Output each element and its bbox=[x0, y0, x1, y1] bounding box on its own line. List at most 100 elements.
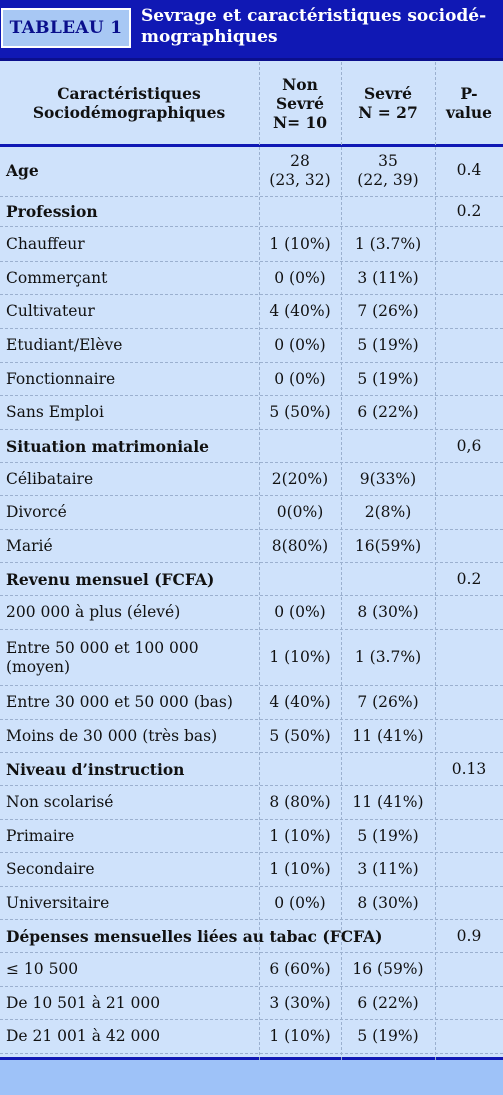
cell-non-sevre bbox=[260, 753, 340, 785]
table-section-row: Revenu mensuel (FCFA) 0.2 bbox=[0, 563, 503, 596]
table-row: De 10 501 à 21 000 3 (30%) 6 (22%) bbox=[0, 987, 503, 1020]
row-label: Primaire bbox=[6, 826, 75, 845]
table-row: Primaire 1 (10%) 5 (19%) bbox=[0, 820, 503, 853]
table-bottom-rule bbox=[0, 1057, 503, 1060]
row-label: Revenu mensuel (FCFA) bbox=[6, 569, 215, 589]
cell-sevre: 2(8%) bbox=[364, 503, 412, 521]
row-label: Universitaire bbox=[6, 893, 110, 912]
table-row: Chauffeur 1 (10%) 1 (3.7%) bbox=[0, 227, 503, 262]
cell-p-value bbox=[436, 329, 502, 362]
column-header-non-sevre: Non Sevré N= 10 bbox=[272, 74, 328, 132]
cell-non-sevre: 8 (80%) bbox=[269, 793, 331, 811]
table-row: Cultivateur 4 (40%) 7 (26%) bbox=[0, 295, 503, 329]
table-row: 200 000 à plus (élevé) 0 (0%) 8 (30%) bbox=[0, 596, 503, 630]
cell-p-value: 0.2 bbox=[456, 569, 482, 588]
row-label: 200 000 à plus (élevé) bbox=[6, 603, 181, 621]
cell-sevre: 5 (19%) bbox=[357, 826, 419, 845]
table-row: Entre 50 000 et 100 000 (moyen) 1 (10%) 1 … bbox=[0, 630, 503, 686]
cell-sevre: 5 (19%) bbox=[357, 336, 419, 354]
cell-sevre: 5 (19%) bbox=[357, 369, 419, 388]
cell-sevre: 11 (41%) bbox=[352, 793, 424, 811]
table-footer-band bbox=[0, 1060, 503, 1095]
cell-non-sevre bbox=[260, 197, 340, 226]
cell-non-sevre: 4 (40%) bbox=[269, 693, 331, 711]
row-label: Sans Emploi bbox=[6, 403, 104, 421]
row-label: Moins de 30 000 (très bas) bbox=[6, 726, 218, 745]
cell-non-sevre bbox=[260, 430, 340, 462]
row-label: Secondaire bbox=[6, 860, 95, 878]
cell-p-value: 0,6 bbox=[456, 436, 482, 455]
table-row: Non scolarisé 8 (80%) 11 (41%) bbox=[0, 786, 503, 820]
table-row: Entre 30 000 et 50 000 (bas) 4 (40%) 7 (26… bbox=[0, 686, 503, 720]
cell-sevre bbox=[342, 563, 434, 595]
cell-non-sevre: 0 (0%) bbox=[274, 336, 326, 354]
row-label: Fonctionnaire bbox=[6, 369, 116, 388]
table-title: Sevrage et caractéristiques sociodé- mog… bbox=[141, 6, 487, 47]
column-separator bbox=[435, 62, 436, 1060]
cell-sevre: 3 (11%) bbox=[357, 860, 419, 878]
table-header-row: Caractéristiques Sociodémographiques Non… bbox=[0, 62, 503, 147]
column-header-characteristics: Caractéristiques Sociodémographiques bbox=[32, 84, 226, 122]
cell-p-value bbox=[436, 953, 502, 986]
row-label: Etudiant/Elève bbox=[6, 336, 123, 354]
cell-non-sevre: 0 (0%) bbox=[274, 369, 326, 388]
cell-non-sevre: 8(80%) bbox=[271, 536, 329, 555]
row-label: De 10 501 à 21 000 bbox=[6, 993, 161, 1012]
row-label: Profession bbox=[6, 202, 98, 221]
cell-non-sevre: 1 (10%) bbox=[269, 1027, 331, 1045]
cell-non-sevre: 4 (40%) bbox=[269, 302, 331, 320]
table-row: Universitaire 0 (0%) 8 (30%) bbox=[0, 887, 503, 920]
cell-sevre bbox=[342, 197, 434, 226]
cell-p-value: 0.2 bbox=[456, 202, 482, 220]
table-section-row: Dépenses mensuelles liées au tabac (FCFA… bbox=[0, 920, 503, 953]
row-label: Cultivateur bbox=[6, 302, 95, 320]
cell-p-value bbox=[436, 496, 502, 529]
cell-non-sevre: 0 (0%) bbox=[274, 603, 326, 621]
cell-p-value bbox=[436, 396, 502, 429]
cell-p-value bbox=[436, 530, 502, 562]
table-row: Moins de 30 000 (très bas) 5 (50%) 11 (41%… bbox=[0, 720, 503, 753]
table-row: Secondaire 1 (10%) 3 (11%) bbox=[0, 853, 503, 887]
row-label: Dépenses mensuelles liées au tabac (FCFA… bbox=[6, 926, 383, 946]
cell-sevre bbox=[342, 920, 434, 952]
cell-sevre: 3 (11%) bbox=[357, 268, 419, 287]
row-label: Entre 30 000 et 50 000 (bas) bbox=[6, 693, 233, 711]
cell-sevre: 6 (22%) bbox=[357, 403, 419, 421]
cell-sevre: 8 (30%) bbox=[357, 893, 419, 912]
cell-p-value bbox=[436, 596, 502, 629]
cell-p-value: 0.9 bbox=[456, 926, 482, 945]
cell-sevre: 8 (30%) bbox=[357, 603, 419, 621]
row-label: Divorcé bbox=[6, 503, 67, 521]
table-number-badge: TABLEAU 1 bbox=[1, 8, 131, 48]
cell-sevre: 11 (41%) bbox=[352, 726, 424, 745]
cell-non-sevre: 5 (50%) bbox=[269, 726, 331, 745]
cell-sevre: 7 (26%) bbox=[357, 302, 419, 320]
cell-non-sevre: 0 (0%) bbox=[274, 268, 326, 287]
cell-non-sevre: 1 (10%) bbox=[269, 648, 331, 666]
cell-sevre: 16(59%) bbox=[354, 536, 422, 555]
cell-p-value bbox=[436, 987, 502, 1019]
cell-sevre: 1 (3.7%) bbox=[354, 648, 422, 666]
cell-p-value: 0.4 bbox=[456, 161, 482, 179]
row-label: Entre 50 000 et 100 000 (moyen) bbox=[6, 638, 199, 676]
row-label: Commerçant bbox=[6, 268, 108, 287]
cell-p-value bbox=[436, 295, 502, 328]
cell-p-value bbox=[436, 262, 502, 294]
table-row: Célibataire 2(20%) 9(33%) bbox=[0, 463, 503, 496]
cell-non-sevre: 0(0%) bbox=[276, 503, 324, 521]
cell-non-sevre: 5 (50%) bbox=[269, 403, 331, 421]
table-row: Fonctionnaire 0 (0%) 5 (19%) bbox=[0, 363, 503, 396]
column-header-p-value: P- value bbox=[445, 84, 493, 122]
cell-p-value: 0.13 bbox=[451, 759, 487, 778]
cell-non-sevre bbox=[260, 563, 340, 595]
cell-sevre bbox=[342, 753, 434, 785]
cell-non-sevre: 1 (10%) bbox=[269, 826, 331, 845]
row-label: Niveau d’instruction bbox=[6, 759, 185, 779]
table-row: Marié 8(80%) 16(59%) bbox=[0, 530, 503, 563]
cell-non-sevre: 3 (30%) bbox=[269, 993, 331, 1012]
cell-p-value bbox=[436, 227, 502, 261]
cell-p-value bbox=[436, 686, 502, 719]
column-separator bbox=[259, 62, 260, 1060]
row-label: Non scolarisé bbox=[6, 793, 114, 811]
row-label: Situation matrimoniale bbox=[6, 436, 209, 456]
